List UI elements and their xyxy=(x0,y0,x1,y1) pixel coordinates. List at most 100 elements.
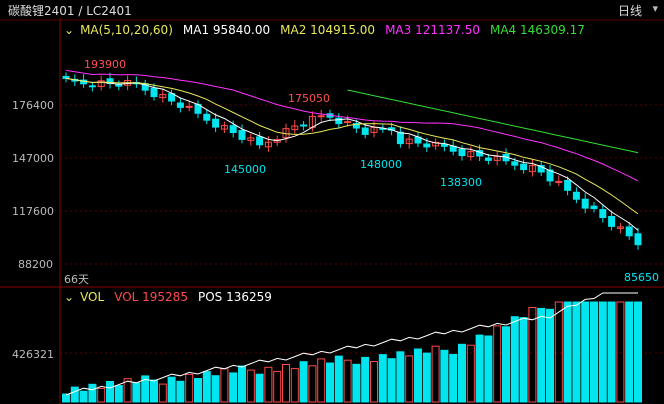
volume-bar xyxy=(123,378,132,403)
volume-bar xyxy=(299,361,308,403)
ma-legend-label[interactable]: MA(5,10,20,60) xyxy=(80,23,173,37)
candle-body xyxy=(599,209,607,219)
volume-bar xyxy=(616,301,625,403)
vol-legend: ⌄ VOL VOL 195285 POS 136259 xyxy=(64,290,282,304)
volume-bar xyxy=(466,344,475,403)
volume-bar xyxy=(431,345,440,403)
candle-body xyxy=(625,226,633,237)
candle-body xyxy=(62,75,70,79)
candle-body xyxy=(220,125,228,130)
candle-body xyxy=(335,117,343,125)
volume-bar xyxy=(607,301,616,403)
bars-count: 66天 xyxy=(64,273,89,286)
candle-body xyxy=(616,226,624,229)
candle-body xyxy=(440,143,448,147)
candle-body xyxy=(352,123,360,129)
volume-bar xyxy=(590,301,598,403)
volume-bar xyxy=(502,326,510,403)
volume-bar xyxy=(70,386,79,403)
volume-bar xyxy=(167,376,176,403)
volume-bar xyxy=(220,368,229,403)
candle-body xyxy=(581,198,589,209)
annotation-low-3: 138300 xyxy=(440,176,482,189)
candle-body xyxy=(432,141,440,147)
candle-body xyxy=(317,115,325,118)
volume-bar xyxy=(519,317,528,403)
candle-body xyxy=(405,138,413,145)
volume-bar xyxy=(352,363,361,403)
candle-body xyxy=(608,216,616,227)
candle-body xyxy=(97,80,105,88)
vol-legend-label[interactable]: VOL xyxy=(80,290,105,304)
volume-bar xyxy=(211,375,220,403)
volume-bar xyxy=(150,379,158,403)
volume-bar xyxy=(634,301,642,403)
annotation-low-2: 148000 xyxy=(360,158,402,171)
candle-body xyxy=(256,136,264,146)
volume-bar xyxy=(79,390,88,403)
annotation-high-left: 193900 xyxy=(84,58,126,71)
price-tick-176400: 176400 xyxy=(12,99,54,112)
candle-body xyxy=(361,127,369,135)
volume-bar xyxy=(158,383,167,403)
volume-bar xyxy=(308,365,317,403)
period-selector[interactable]: 日线 xyxy=(617,4,642,18)
volume-bar xyxy=(114,385,123,403)
candle-body xyxy=(176,102,184,108)
volume-bar xyxy=(475,334,484,403)
chevron-down-icon[interactable]: ⌄ xyxy=(64,290,75,304)
candle-body xyxy=(273,139,281,143)
ma1-line xyxy=(65,77,639,231)
volume-bar xyxy=(396,351,405,403)
candle-body xyxy=(88,85,96,88)
volume-bar xyxy=(484,335,493,403)
candle-body xyxy=(546,169,554,182)
pos-value: POS 136259 xyxy=(197,290,272,304)
volume-bar xyxy=(317,358,326,403)
volume-tick-426321: 426321 xyxy=(12,348,54,361)
ma-legend: ⌄ MA(5,10,20,60) MA1 95840.00 MA2 104915.00… xyxy=(64,23,595,37)
price-tick-147000: 147000 xyxy=(12,152,54,165)
candle-body xyxy=(467,151,475,158)
volume-bar xyxy=(97,387,106,403)
contract-title: 碳酸锂2401 / LC2401 xyxy=(8,4,132,18)
volume-bar xyxy=(202,371,211,403)
ma2-line xyxy=(65,77,639,215)
volume-bar xyxy=(581,301,590,403)
volume-bar xyxy=(510,316,519,403)
top-bar: 碳酸锂2401 / LC2401 日线 ▾ xyxy=(0,0,664,20)
volume-bar xyxy=(62,393,70,403)
candle-body xyxy=(484,157,492,161)
volume-bar xyxy=(493,325,502,403)
volume-bar xyxy=(176,380,185,403)
volume-bar xyxy=(554,301,563,403)
volume-bar xyxy=(282,364,290,403)
annotation-peak: 175050 xyxy=(288,92,330,105)
ma1-value: MA1 95840.00 xyxy=(182,23,271,37)
volume-bar xyxy=(387,358,396,403)
ma3-line xyxy=(65,69,639,182)
volume-bar xyxy=(378,354,387,403)
candle-body xyxy=(555,180,563,183)
candle-body xyxy=(247,137,255,141)
position-line xyxy=(65,292,638,396)
ma3-value: MA3 121137.50 xyxy=(385,23,480,37)
candle-body xyxy=(634,233,642,246)
ma4-line xyxy=(347,89,639,154)
volume-bar xyxy=(537,307,546,403)
volume-bar xyxy=(625,301,634,403)
candle-body xyxy=(291,125,299,131)
volume-bar xyxy=(290,368,299,403)
chevron-down-icon[interactable]: ⌄ xyxy=(64,23,75,37)
candle-body xyxy=(238,130,246,140)
candle-body xyxy=(511,161,519,166)
chevron-down-icon[interactable]: ▾ xyxy=(652,2,658,15)
volume-bar xyxy=(563,301,572,403)
candle-body xyxy=(458,148,466,157)
candle-body xyxy=(300,124,308,127)
volume-bar xyxy=(598,301,607,403)
candle-body xyxy=(185,105,193,108)
candle-body xyxy=(229,125,237,133)
volume-bar xyxy=(88,383,97,403)
